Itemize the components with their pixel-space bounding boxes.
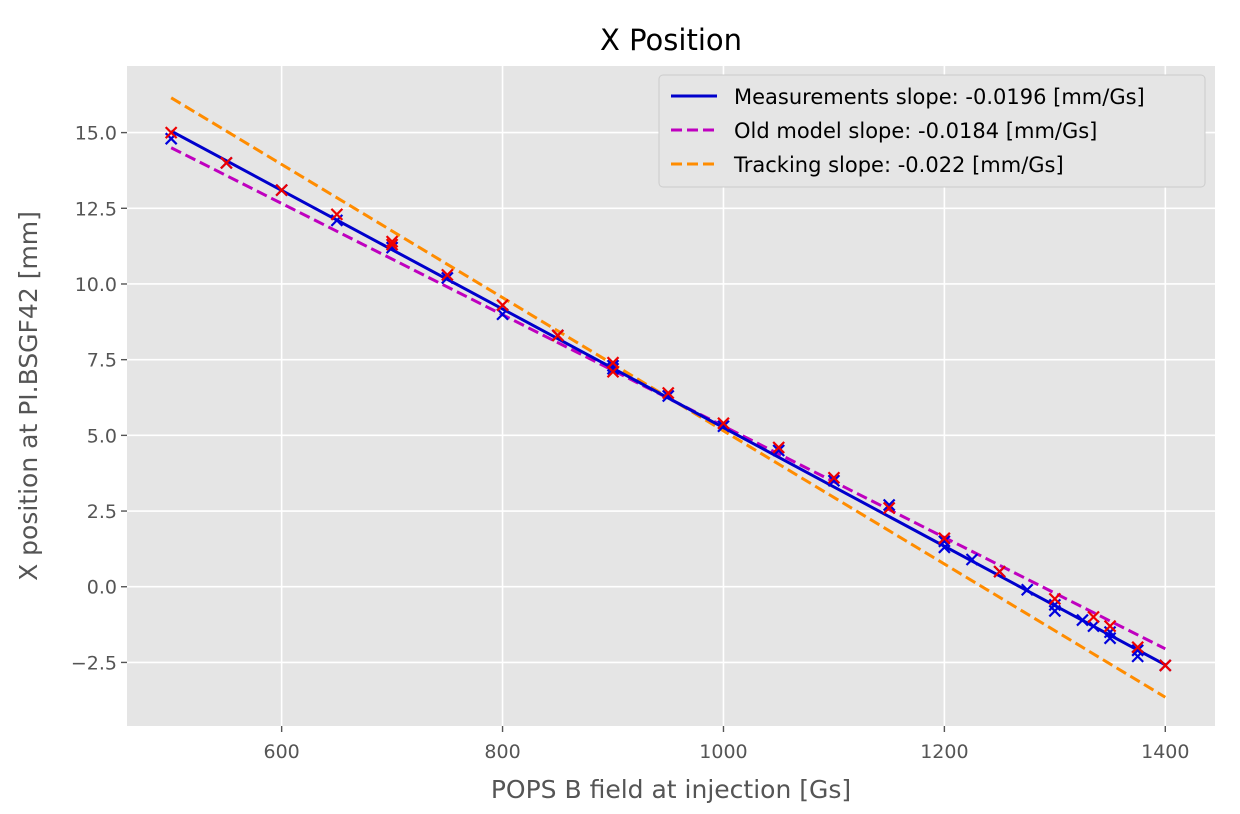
red-data-point <box>1048 592 1062 606</box>
red-data-point <box>496 298 509 312</box>
x-tick-label: 1000 <box>699 741 747 763</box>
red-data-point <box>1159 659 1172 672</box>
blue-data-point <box>661 389 675 403</box>
chart-title: X Position <box>600 23 742 57</box>
red-data-point <box>717 416 730 430</box>
red-data-point <box>606 356 620 369</box>
red-data-point <box>993 565 1006 578</box>
x-tick-label: 1400 <box>1141 741 1189 763</box>
red-data-point <box>330 208 344 221</box>
y-tick-label: 0.0 <box>87 577 117 599</box>
y-tick-label: 7.5 <box>87 350 117 372</box>
blue-data-point <box>938 535 951 548</box>
blue-data-point <box>1103 631 1117 645</box>
y-tick-label: 12.5 <box>75 198 117 220</box>
y-axis-ticks: −2.5 0.0 2.5 5.0 7.5 10.0 12.5 15.0 <box>71 123 127 674</box>
red-data-point <box>606 365 620 379</box>
legend-label-measurements: Measurements slope: -0.0196 [mm/Gs] <box>734 85 1145 109</box>
y-axis-label: X position at PI.BSGF42 [mm] <box>14 211 43 581</box>
red-data-point <box>827 471 841 485</box>
red-data-point <box>661 386 675 400</box>
y-tick-label: −2.5 <box>71 652 117 674</box>
y-tick-label: 5.0 <box>87 425 117 447</box>
x-tick-label: 800 <box>484 741 520 763</box>
blue-data-point <box>1131 650 1144 663</box>
y-tick-label: 15.0 <box>75 123 117 145</box>
red-data-point <box>882 501 896 515</box>
old-model-line <box>170 146 1166 651</box>
x-axis-label: POPS B field at injection [Gs] <box>491 775 851 804</box>
x-tick-label: 600 <box>264 741 300 763</box>
red-data-point <box>220 156 233 170</box>
legend-label-old-model: Old model slope: -0.0184 [mm/Gs] <box>734 119 1097 143</box>
blue-data-point <box>496 307 509 321</box>
blue-data-point <box>1087 619 1100 633</box>
red-data-point <box>275 183 288 197</box>
x-tick-label: 1200 <box>920 741 968 763</box>
red-data-point <box>938 532 951 545</box>
x-axis-ticks: 600 800 1000 1200 1400 <box>264 726 1189 763</box>
legend-box <box>658 74 1206 188</box>
blue-data-point <box>772 444 785 457</box>
blue-data-point <box>1076 613 1089 627</box>
red-data-point <box>1103 619 1117 633</box>
blue-data-point <box>882 498 896 512</box>
legend: Measurements slope: -0.0196 [mm/Gs] Old … <box>658 74 1206 188</box>
blue-data-point <box>965 553 979 566</box>
blue-data-point <box>1020 583 1034 597</box>
red-data-point <box>385 235 399 248</box>
red-data-point <box>385 238 399 251</box>
red-data-point <box>1131 641 1144 654</box>
blue-data-point <box>1048 604 1062 618</box>
y-tick-label: 10.0 <box>75 274 117 296</box>
red-data-point <box>164 126 178 139</box>
blue-data-point <box>441 271 454 285</box>
blue-data-point <box>717 419 730 433</box>
red-data-point <box>1087 610 1100 624</box>
legend-label-tracking: Tracking slope: -0.022 [mm/Gs] <box>733 153 1064 177</box>
blue-data-point <box>827 474 841 488</box>
red-data-point <box>551 329 565 342</box>
scatter-points <box>164 126 1172 672</box>
y-tick-label: 2.5 <box>87 501 117 523</box>
red-data-point <box>772 441 785 454</box>
red-data-point <box>441 268 454 282</box>
